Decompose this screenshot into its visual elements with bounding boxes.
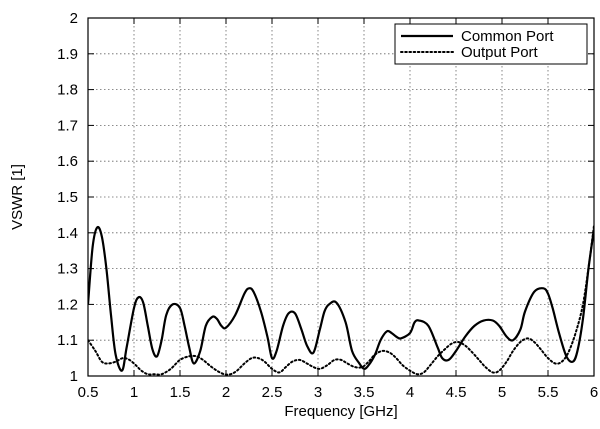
x-tick-label: 1.5 (170, 384, 191, 401)
series-line-output-port (88, 224, 594, 376)
x-tick-label: 2 (222, 384, 230, 401)
series-layer (88, 224, 594, 376)
legend-label-common-port: Common Port (461, 28, 554, 45)
x-tick-labels: 0.5 1 1.5 2 2.5 3 3.5 4 4.5 5 5.5 6 (78, 384, 599, 401)
y-tick-label: 1.7 (57, 117, 78, 134)
x-tick-label: 3.5 (354, 384, 375, 401)
x-tick-label: 6 (590, 384, 598, 401)
x-tick-label: 5 (498, 384, 506, 401)
y-tick-label: 1.3 (57, 261, 78, 278)
y-tick-label: 1.8 (57, 82, 78, 99)
x-tick-label: 4.5 (446, 384, 467, 401)
series-line-common-port (88, 225, 594, 372)
x-tick-label: 1 (130, 384, 138, 401)
y-tick-label: 1.9 (57, 46, 78, 63)
y-tick-label: 2 (70, 10, 78, 27)
x-tick-label: 5.5 (538, 384, 559, 401)
y-tick-label: 1.5 (57, 189, 78, 206)
x-tick-label: 2.5 (262, 384, 283, 401)
y-tick-label: 1.1 (57, 332, 78, 349)
y-axis-label: VSWR [1] (9, 164, 26, 230)
y-tick-label: 1.2 (57, 296, 78, 313)
legend-label-output-port: Output Port (461, 44, 539, 61)
x-tick-label: 3 (314, 384, 322, 401)
y-tick-label: 1.4 (57, 225, 78, 242)
x-tick-label: 4 (406, 384, 414, 401)
y-tick-labels: 1 1.1 1.2 1.3 1.4 1.5 1.6 1.7 1.8 1.9 2 (57, 10, 78, 385)
y-tick-label: 1.6 (57, 153, 78, 170)
x-tick-label: 0.5 (78, 384, 99, 401)
x-axis-label: Frequency [GHz] (284, 403, 397, 420)
y-tick-label: 1 (70, 368, 78, 385)
legend-box (394, 23, 588, 65)
